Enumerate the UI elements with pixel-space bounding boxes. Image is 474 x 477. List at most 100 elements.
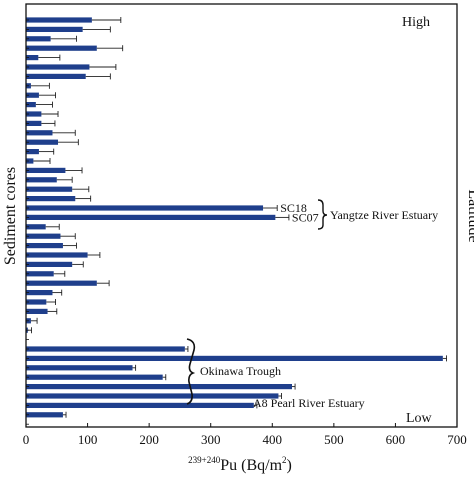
bar-group: [26, 92, 56, 99]
bar-group: [26, 355, 447, 362]
bar-group: [26, 111, 59, 117]
bar-group: [26, 139, 79, 146]
bar-group: [26, 186, 90, 193]
brace-okinawa: [186, 338, 196, 405]
bar: [26, 355, 443, 361]
bar: [26, 196, 76, 202]
annotation-yangtze: Yangtze River Estuary: [317, 199, 438, 230]
bar-group: [26, 54, 61, 61]
annotation-okinawa: Okinawa Trough: [186, 338, 281, 405]
x-axis-title-main: Pu (Bq/m: [220, 457, 282, 474]
x-axis: 0 100 200 300 400 500 600 700: [23, 423, 467, 447]
bar-group: [26, 252, 101, 258]
bar-group: [26, 17, 122, 23]
x-tick-label: 0: [23, 432, 30, 447]
bar: [26, 224, 46, 230]
x-tick-label: 500: [324, 432, 344, 447]
bar: [26, 26, 83, 32]
plot-frame: [25, 3, 458, 428]
x-axis-title-superscript: 239+240: [188, 455, 221, 465]
bar: [26, 252, 88, 258]
bar-label-sc18: SC18: [280, 201, 307, 215]
bottom-label: Low: [406, 411, 433, 426]
bar-group: [26, 364, 137, 371]
bar: [26, 186, 73, 192]
bar-label-sc07: SC07: [292, 210, 319, 224]
bar: [26, 92, 39, 98]
bar: [26, 271, 54, 277]
bar-group: [26, 35, 77, 42]
bar: [26, 111, 42, 117]
bar: [26, 412, 63, 418]
bar: [26, 55, 39, 61]
bar-group: [26, 270, 66, 277]
bar-group: [26, 45, 124, 52]
bar-group: [26, 158, 51, 164]
bar: [26, 36, 51, 42]
bar: [26, 365, 133, 371]
bar: [26, 167, 66, 173]
x-tick-label: 300: [201, 432, 221, 447]
bar: [26, 149, 39, 155]
x-tick-label: 600: [386, 432, 406, 447]
bar: [26, 177, 57, 183]
bar: [26, 120, 42, 126]
bar-group: [26, 233, 76, 240]
label-okinawa-trough: Okinawa Trough: [200, 364, 281, 378]
bar-group: [26, 346, 189, 352]
bar: [26, 73, 86, 79]
bar-group: [26, 289, 63, 296]
top-label: High: [402, 15, 430, 30]
bar-group: [26, 195, 92, 202]
bar: [26, 384, 292, 390]
bar-group: [26, 280, 110, 287]
bar: [26, 45, 97, 51]
x-axis-title-close: ): [287, 457, 292, 474]
bar: [26, 261, 73, 267]
bar-group: [26, 299, 56, 305]
bar: [26, 205, 264, 211]
bar: [26, 308, 48, 314]
bar-group: [26, 26, 111, 33]
bar-group: [26, 73, 111, 80]
bar: [26, 290, 53, 296]
bar: [26, 374, 163, 380]
bar: [26, 158, 34, 164]
bar: [26, 402, 254, 408]
bar-group: [26, 129, 76, 136]
bar: [26, 102, 36, 108]
bar-group: [26, 176, 73, 183]
bar-group: SC07: [26, 210, 319, 224]
bar-group: [26, 261, 84, 268]
bar-group: [26, 148, 55, 155]
bar-group: [26, 383, 296, 390]
x-tick-label: 700: [447, 432, 467, 447]
bar: [26, 299, 47, 305]
label-yangtze-river-estuary: Yangtze River Estuary: [330, 208, 438, 222]
bar-group: SC18: [26, 201, 307, 215]
bar: [26, 64, 90, 70]
bar-group: [26, 64, 117, 70]
x-tick-label: 100: [78, 432, 98, 447]
brace-yangtze: [317, 199, 328, 230]
y-axis: [26, 19, 29, 425]
bar-group: [26, 374, 167, 381]
bar-group: [26, 120, 56, 127]
bar-group: [26, 411, 67, 418]
bar: [26, 280, 97, 286]
bar: [26, 346, 185, 352]
bar-group: [26, 101, 53, 108]
x-axis-title-unit-superscript: 2: [282, 455, 287, 465]
bar-group: [26, 223, 60, 230]
bar-group: [26, 308, 58, 315]
label-a8-pearl-river-estuary: A8 Pearl River Estuary: [253, 396, 365, 410]
bar: [26, 243, 63, 249]
bar: [26, 214, 276, 220]
bar-group: [26, 167, 83, 174]
bar-group: [26, 402, 258, 409]
x-axis-title: 239+240Pu (Bq/m2): [188, 455, 292, 474]
bar: [26, 233, 61, 239]
right-axis-title: Latitude: [465, 189, 474, 242]
